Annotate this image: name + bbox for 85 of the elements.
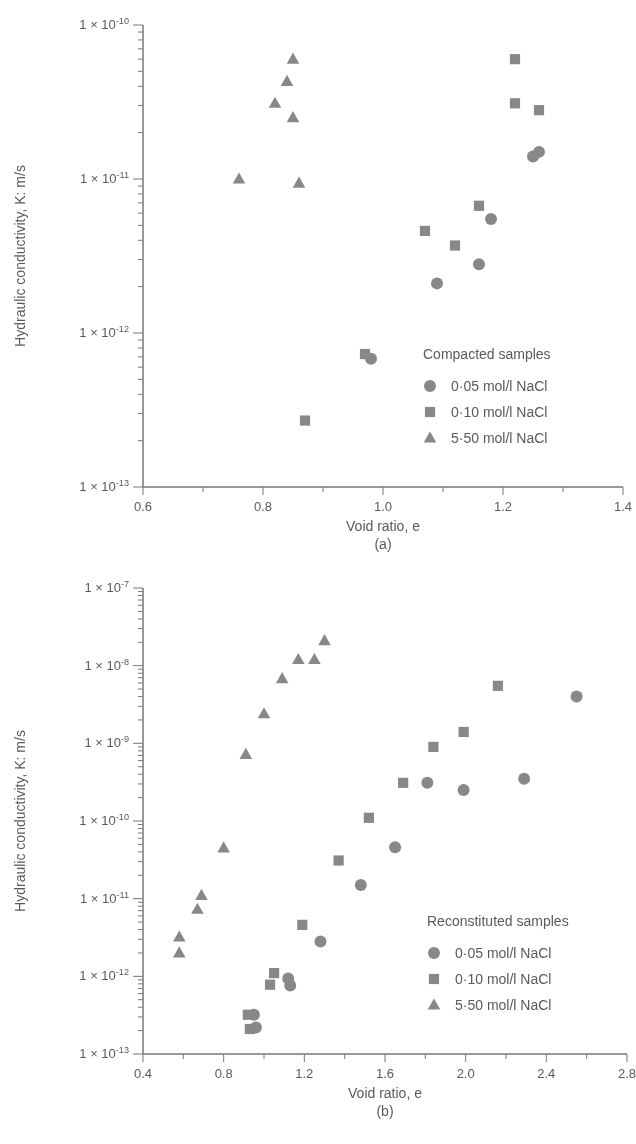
point [318,634,331,646]
legend-label: 0·05 mol/l NaCl [455,945,552,961]
point [431,277,443,290]
y-tick-label: 1 × 10$^{-9}$ [84,734,129,751]
text: (a) [374,536,392,552]
point [257,707,271,719]
x-axis-title: Void ratio, e [348,1085,423,1101]
point [299,415,311,426]
point [191,902,204,914]
point [333,855,344,866]
y-tick-label: 1 × 10$^{-10}$ [79,812,129,828]
x-tick-label: 2.4 [537,1066,556,1081]
point [398,777,409,788]
point [363,812,374,823]
point [492,680,504,691]
y-axis-title: Hydraulic conductivity, K: m/s [12,165,28,347]
point [244,1023,255,1035]
point [291,652,305,665]
x-tick-label: 0.6 [133,499,153,514]
x-tick-label: 0.8 [253,499,273,514]
point [292,176,306,188]
point [419,225,431,237]
x-axis-title: Void ratio, e [346,518,421,534]
point [217,841,230,853]
y-tick-label: 1 × 10$^{-7}$ [84,579,129,595]
point [509,54,521,65]
point [242,1009,253,1020]
point [232,172,246,184]
y-tick-label: 1 × 10$^{-13}$ [79,1045,129,1061]
point [473,258,485,271]
x-tick-label: 2.8 [617,1066,636,1081]
x-tick-label: 1.2 [295,1066,314,1081]
point [264,979,276,990]
x-tick-label: 1.6 [375,1066,395,1081]
point [286,111,300,123]
point [173,946,186,958]
point [314,935,327,948]
point [280,74,294,86]
x-tick-label: 0.4 [133,1066,153,1081]
y-tick-label: 1 × 10$^{-10}$ [79,16,129,32]
point [308,652,321,665]
legend-label: 5·50 mol/l NaCl [451,430,548,446]
point [473,200,485,211]
y-tick-label: 1 × 10$^{-8}$ [84,656,129,673]
y-tick-label: 1 × 10$^{-12}$ [79,967,129,984]
point [359,348,371,360]
point [354,878,367,891]
point [509,98,521,109]
y-tick-label: 1 × 10$^{-13}$ [79,478,129,494]
point [297,919,308,930]
point [570,690,583,703]
y-tick-label: 1 × 10$^{-11}$ [80,889,129,906]
point [389,841,402,854]
x-tick-label: 1.4 [613,499,633,514]
point [421,776,434,789]
point [286,52,300,64]
point [195,888,208,900]
x-tick-label: 1.2 [493,499,513,514]
point [428,741,439,752]
point [457,784,470,797]
point [533,145,545,158]
point [533,105,545,116]
legend-title: Compacted samples [423,346,551,362]
legend-label: 0·05 mol/l NaCl [451,378,548,394]
point [268,96,282,108]
x-tick-label: 0.8 [214,1066,233,1081]
x-tick-label: 1.0 [373,499,393,514]
point [275,672,289,684]
point [284,979,297,992]
legend-title: Reconstituted samples [427,913,569,929]
y-tick-label: 1 × 10$^{-12}$ [79,324,129,340]
point [458,726,469,738]
legend-label: 0·10 mol/l NaCl [455,971,552,987]
legend-label: 0·10 mol/l NaCl [451,404,548,420]
legend-label: 5·50 mol/l NaCl [455,997,552,1013]
point [485,212,497,225]
point [173,930,186,942]
point [449,240,461,251]
point [239,747,253,759]
y-tick-label: 1 × 10$^{-11}$ [80,170,129,186]
text: (b) [376,1103,394,1119]
y-axis-title: Hydraulic conductivity, K: m/s [12,730,28,912]
point [268,968,280,979]
x-tick-label: 2.0 [456,1066,475,1081]
point [518,772,531,785]
